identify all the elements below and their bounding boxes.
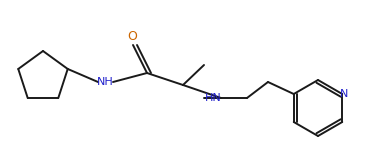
Text: O: O (127, 30, 137, 42)
Text: NH: NH (97, 77, 113, 87)
Text: N: N (340, 89, 348, 99)
Text: HN: HN (205, 93, 222, 103)
